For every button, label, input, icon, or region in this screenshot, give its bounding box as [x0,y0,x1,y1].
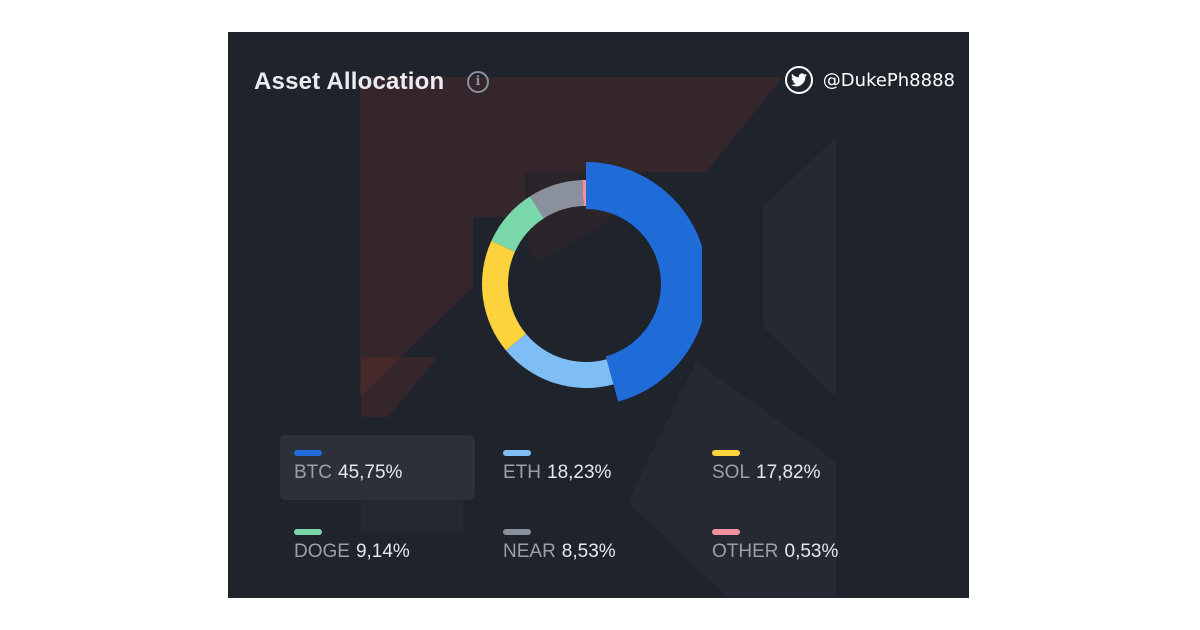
twitter-icon [784,66,813,94]
slice-sol[interactable] [482,240,526,351]
legend-asset-value: 17,82% [756,462,821,483]
legend-label: BTC 45,75% [294,462,402,484]
legend-asset-value: 0,53% [784,541,839,562]
legend-asset-name: SOL [712,462,751,483]
legend-asset-value: 18,23% [547,462,612,483]
legend-asset-name: OTHER [712,541,779,562]
legend-swatch [294,529,322,535]
legend-item-other[interactable]: OTHER 0,53% [698,514,893,579]
legend-swatch [503,529,531,535]
legend-label: SOL 17,82% [712,462,820,484]
legend-item-near[interactable]: NEAR 8,53% [489,514,684,579]
legend-swatch [712,450,740,456]
legend-asset-value: 8,53% [561,541,616,562]
legend-label: NEAR 8,53% [503,541,616,563]
author-handle: @DukePh8888 [822,69,955,91]
legend-item-doge[interactable]: DOGE 9,14% [280,514,475,579]
asset-allocation-card: Asset Allocation i @DukePh8888 BTC 45,75%… [228,32,969,598]
slice-eth[interactable] [505,333,614,388]
legend-item-sol[interactable]: SOL 17,82% [698,435,893,500]
legend-label: ETH 18,23% [503,462,611,484]
legend-asset-name: DOGE [294,541,350,562]
legend-asset-value: 9,14% [355,541,410,562]
legend-swatch [503,450,531,456]
legend-item-btc[interactable]: BTC 45,75% [280,435,475,500]
slice-other[interactable] [582,180,586,207]
legend-swatch [294,450,322,456]
legend-asset-name: ETH [503,462,541,483]
info-icon[interactable]: i [467,71,489,93]
legend-label: DOGE 9,14% [294,541,410,563]
legend-swatch [712,529,740,535]
legend-asset-value: 45,75% [338,462,403,483]
legend-asset-name: BTC [294,462,332,483]
chart-title: Asset Allocation [254,68,445,95]
legend-item-eth[interactable]: ETH 18,23% [489,435,684,500]
author-credit[interactable]: @DukePh8888 [784,66,955,94]
legend-asset-name: NEAR [503,541,556,562]
slice-near[interactable] [529,180,584,219]
slice-btc[interactable] [586,162,702,402]
donut-chart [482,162,702,402]
legend-label: OTHER 0,53% [712,541,838,563]
slice-doge[interactable] [491,196,544,252]
